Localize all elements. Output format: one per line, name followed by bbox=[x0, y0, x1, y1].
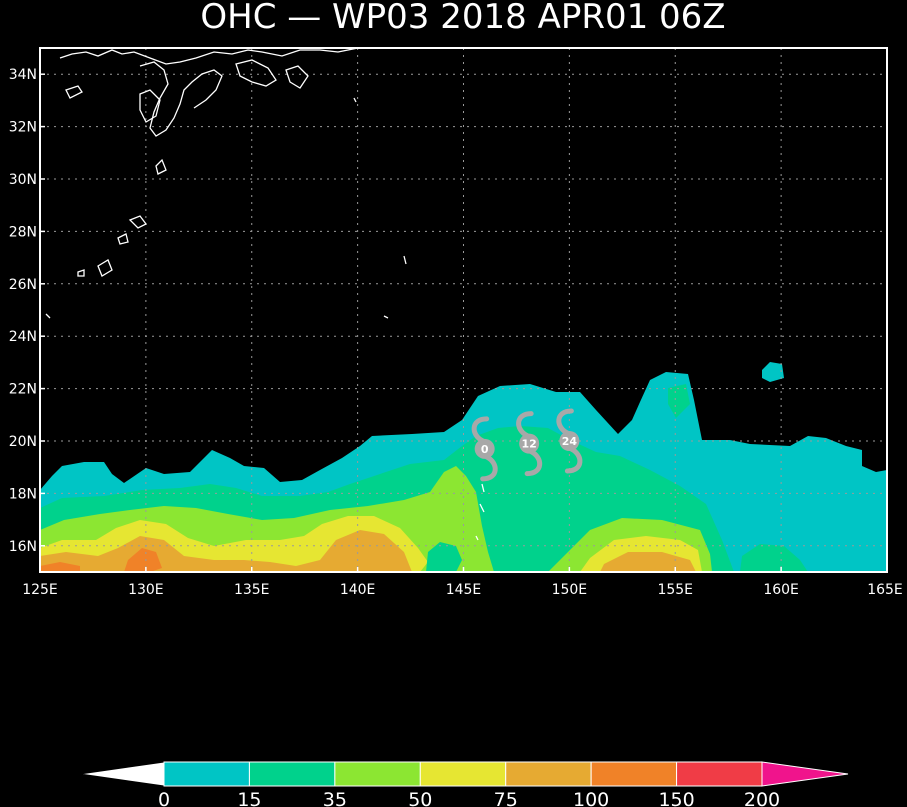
cyclone-arm-lower bbox=[524, 449, 543, 477]
ohc-band-100-150-b bbox=[40, 562, 80, 572]
colorbar-tick-label: 100 bbox=[573, 789, 609, 807]
lon-tick-label: 165E bbox=[867, 582, 903, 598]
colorbar-tick-label: 200 bbox=[744, 789, 780, 807]
lon-tick-label: 150E bbox=[552, 582, 588, 598]
colorbar-tick-label: 35 bbox=[323, 789, 347, 807]
lon-tick-label: 140E bbox=[340, 582, 376, 598]
map-panel: 0 12 24 bbox=[39, 47, 888, 573]
small-island-mid bbox=[383, 315, 389, 319]
ohc-band-15-35-pocket bbox=[426, 542, 462, 572]
storm-position-marker: 24 bbox=[556, 408, 583, 474]
small-island-north bbox=[353, 97, 357, 103]
colorbar-over-arrow bbox=[761, 761, 849, 787]
ohc-band-100-150 bbox=[124, 548, 162, 572]
colorbar-tick-label: 50 bbox=[408, 789, 432, 807]
ohc-band-15-35-north bbox=[668, 384, 690, 418]
ryukyu-islands-2 bbox=[117, 233, 129, 245]
mariana-islands bbox=[475, 483, 485, 541]
ryukyu-islands-1 bbox=[128, 215, 147, 229]
lat-tick-label: 28N bbox=[9, 224, 37, 240]
lon-tick-label: 125E bbox=[22, 582, 58, 598]
cyclone-center bbox=[559, 431, 580, 451]
kyushu-south-coast bbox=[139, 89, 161, 123]
ohc-band-15-35-east bbox=[740, 544, 808, 572]
ohc-band-75-100-east bbox=[600, 552, 696, 572]
lat-tick-label: 30N bbox=[9, 172, 37, 188]
cyclone-arm-upper bbox=[516, 411, 534, 439]
lat-tick-label: 24N bbox=[9, 329, 37, 345]
cyclone-center bbox=[474, 438, 495, 459]
storm-forecast-track: 0 12 24 bbox=[471, 408, 583, 482]
lon-tick-label: 160E bbox=[763, 582, 799, 598]
lat-tick-label: 34N bbox=[9, 67, 37, 83]
cyclone-arm-upper bbox=[471, 416, 490, 444]
coastlines bbox=[45, 47, 485, 541]
cyclone-arm-lower bbox=[564, 446, 583, 474]
colorbar-swatch bbox=[163, 761, 250, 787]
forecast-hour-label: 0 bbox=[481, 443, 489, 456]
ohc-colorbar: 0 15 35 50 75 100 150 200 bbox=[79, 761, 849, 807]
japan-peninsula-coast bbox=[285, 65, 309, 89]
storm-position-marker: 0 bbox=[471, 416, 498, 482]
cyclone-arm-lower bbox=[480, 454, 498, 482]
map-title: OHC — WP03 2018 APR01 06Z bbox=[200, 0, 725, 37]
forecast-hour-label: 12 bbox=[521, 438, 536, 451]
colorbar-under-arrow bbox=[79, 761, 165, 787]
lat-tick-label: 20N bbox=[9, 434, 37, 450]
lat-tick-label: 26N bbox=[9, 277, 37, 293]
japan-shikoku-coast bbox=[235, 59, 277, 87]
colorbar-swatch bbox=[676, 761, 763, 787]
lon-tick-label: 135E bbox=[234, 582, 270, 598]
forecast-hour-label: 24 bbox=[562, 435, 578, 448]
lat-tick-label: 22N bbox=[9, 382, 37, 398]
colorbar-swatch bbox=[248, 761, 336, 787]
lon-tick-label: 130E bbox=[128, 582, 164, 598]
colorbar-tick-label: 75 bbox=[494, 789, 518, 807]
japan-kyushu-coast bbox=[139, 61, 223, 137]
small-island-west bbox=[45, 313, 51, 319]
daito-island bbox=[403, 255, 407, 265]
lat-tick-label: 16N bbox=[9, 539, 37, 555]
colorbar-swatch bbox=[334, 761, 421, 787]
ryukyu-islands-3 bbox=[97, 259, 113, 277]
cyclone-arm-upper bbox=[556, 408, 574, 436]
japan-honshu-coast bbox=[59, 47, 359, 65]
storm-position-marker: 12 bbox=[516, 411, 543, 477]
lon-tick-label: 155E bbox=[657, 582, 693, 598]
izu-islands-1 bbox=[65, 85, 83, 99]
tanegashima-coast bbox=[155, 158, 167, 175]
longitude-labels: 125E 130E 135E 140E 145E 150E 155E 160E 165E bbox=[22, 567, 903, 598]
latitude-labels: 34N 32N 30N 28N 26N 24N 22N 20N 18N 16N bbox=[9, 67, 45, 555]
colorbar-swatch bbox=[590, 761, 678, 787]
colorbar-swatch bbox=[505, 761, 592, 787]
colorbar-tick-label: 15 bbox=[237, 789, 261, 807]
lat-lon-grid bbox=[40, 48, 887, 572]
colorbar-swatch bbox=[419, 761, 507, 787]
cyclone-center bbox=[519, 433, 540, 454]
ryukyu-islands-4 bbox=[77, 269, 85, 277]
lat-tick-label: 32N bbox=[9, 120, 37, 136]
ohc-field bbox=[40, 362, 887, 572]
colorbar-tick-label: 150 bbox=[658, 789, 694, 807]
lon-tick-label: 145E bbox=[446, 582, 482, 598]
ohc-island-patch bbox=[762, 362, 784, 382]
colorbar-tick-label: 0 bbox=[158, 789, 170, 807]
lat-tick-label: 18N bbox=[9, 486, 37, 502]
